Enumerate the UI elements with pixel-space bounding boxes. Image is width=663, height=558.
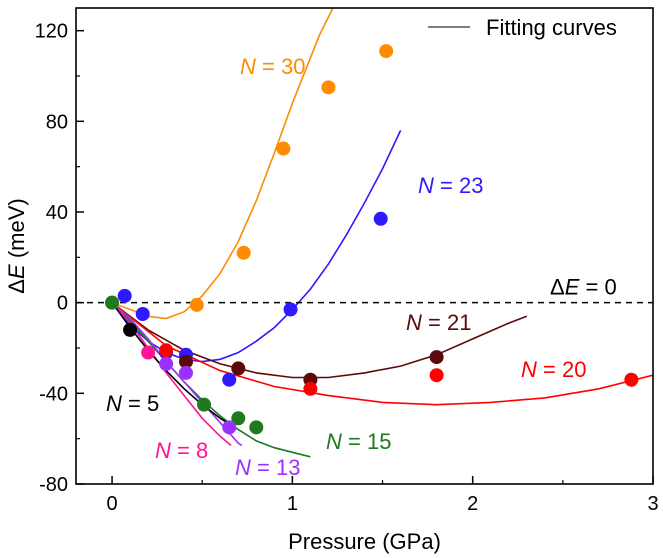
data-point-n-8: [141, 345, 156, 360]
fitting-curves-layer: [111, 8, 653, 458]
data-point-n-15: [197, 397, 212, 412]
legend: Fitting curves: [428, 15, 617, 40]
data-point-n-30: [276, 141, 291, 156]
ref-label-var: E: [565, 275, 580, 300]
fit-curve-n-23: [111, 130, 402, 363]
data-point-n-30: [321, 80, 336, 95]
data-point-n-21: [429, 350, 444, 365]
y-axis-label: ΔE (meV): [4, 198, 29, 293]
data-point-n-23: [222, 372, 237, 387]
y-label-unit: (meV): [4, 198, 29, 264]
data-point-n-30: [379, 44, 394, 59]
y-tick-label: -80: [39, 474, 68, 496]
series-label-n-21: N = 21: [406, 310, 471, 335]
data-point-n-13: [222, 420, 237, 435]
y-tick-label: 40: [46, 202, 68, 224]
series-label-n-15: N = 15: [326, 429, 391, 454]
zero-reference-label: ΔE = 0: [550, 275, 617, 300]
data-point-n-23: [135, 307, 150, 321]
data-points-layer: [105, 44, 639, 435]
data-point-n-30: [236, 245, 251, 260]
x-tick-label: 2: [467, 493, 478, 515]
fit-curve-n-30: [111, 8, 334, 320]
fit-curve-n-20: [111, 302, 653, 406]
data-point-n-20: [429, 368, 444, 383]
data-point-n-15: [249, 420, 264, 435]
series-label-n-13: N = 13: [235, 455, 300, 480]
data-point-n-23: [373, 211, 388, 226]
data-point-n-23: [283, 302, 298, 317]
x-tick-label: 0: [107, 493, 118, 515]
ref-label-prefix: Δ: [550, 275, 565, 300]
series-label-n-23: N = 23: [418, 173, 483, 198]
series-label-n-20: N = 20: [521, 357, 586, 382]
data-point-n-13: [159, 356, 174, 371]
x-axis-label: Pressure (GPa): [288, 529, 441, 554]
data-point-n-5: [123, 322, 138, 337]
data-point-n-23: [117, 288, 132, 303]
fit-curve-n-15: [111, 302, 311, 458]
data-point-n-20: [624, 372, 639, 387]
x-tick-label: 1: [287, 493, 298, 515]
y-tick-label: -40: [39, 383, 68, 405]
y-label-delta: Δ: [4, 279, 29, 294]
y-tick-label: 0: [57, 293, 68, 315]
axis-ticks-layer: 0 1 2 3 -80 -40 0 40 80 120: [35, 21, 659, 515]
ref-label-suffix: = 0: [579, 275, 616, 300]
y-label-var: E: [4, 264, 29, 279]
data-point-n-20: [159, 343, 174, 358]
series-label-n-8: N = 8: [155, 438, 208, 463]
data-point-n-15: [231, 411, 246, 426]
series-labels-layer: N = 30 N = 23 N = 21 N = 20 N = 15 N = 13 N = …: [106, 54, 586, 480]
data-point-n-21: [231, 361, 246, 376]
data-point-n-13: [178, 365, 193, 380]
series-label-n-30: N = 30: [240, 54, 305, 79]
series-label-n-5: N = 5: [106, 391, 159, 416]
data-point-n-21: [178, 354, 193, 369]
plot-frame: [75, 7, 654, 485]
data-point-n-30: [189, 297, 204, 312]
x-tick-label: 3: [647, 493, 658, 515]
data-point-n-15: [105, 295, 120, 310]
y-tick-label: 80: [46, 111, 68, 133]
legend-label: Fitting curves: [486, 15, 617, 40]
data-point-n-20: [303, 381, 318, 396]
y-tick-label: 120: [35, 21, 68, 43]
fit-curve-n-13: [111, 302, 243, 447]
